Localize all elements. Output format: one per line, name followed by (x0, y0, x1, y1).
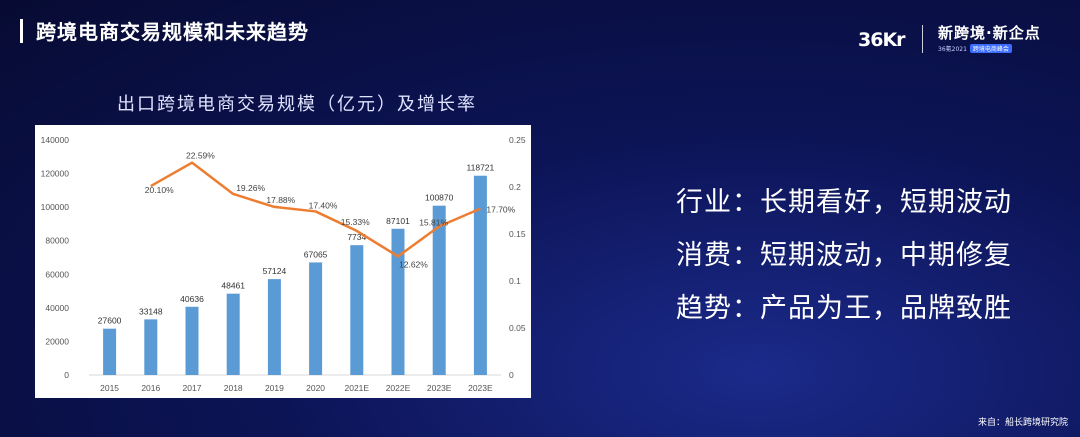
event-name: 新跨境·新企点 (938, 24, 1041, 42)
chart-title: 出口跨境电商交易规模（亿元）及增长率 (117, 94, 477, 115)
y-left-tick-label: 0 (64, 370, 69, 380)
bar (144, 319, 158, 375)
x-tick-label: 2020 (306, 383, 325, 393)
rate-value-label: 22.59% (186, 151, 215, 161)
y-left-tick-label: 120000 (41, 169, 70, 179)
bar-value-label: 48461 (221, 281, 245, 291)
y-right-tick-label: 0.25 (509, 135, 526, 145)
rate-value-label: 17.70% (486, 205, 515, 215)
x-tick-label: 2022E (386, 383, 411, 393)
rate-value-label: 19.26% (236, 183, 265, 193)
bar-value-label: 100870 (425, 193, 454, 203)
bar (185, 306, 199, 375)
bar-value-label: 118721 (467, 163, 495, 173)
logo-divider (922, 25, 923, 53)
event-sub-text: 36氪2021 (938, 46, 967, 53)
x-tick-label: 2019 (265, 383, 284, 393)
y-right-tick-label: 0.05 (509, 323, 526, 333)
bullet-list: 行业：长期看好，短期波动 消费：短期波动，中期修复 趋势：产品为王，品牌致胜 (676, 176, 1012, 335)
event-logo: 新跨境·新企点 36氪2021 跨境电商峰会 (938, 24, 1058, 53)
bar (103, 328, 117, 375)
event-subtitle: 36氪2021 跨境电商峰会 (938, 44, 1058, 53)
bar (432, 205, 446, 375)
y-right-tick-label: 0 (509, 370, 514, 380)
36kr-logo: 36Kr (858, 29, 906, 51)
x-tick-label: 2023E (427, 383, 452, 393)
bar (226, 293, 240, 375)
bar-value-label: 57124 (263, 266, 287, 276)
y-right-tick-label: 0.2 (509, 182, 521, 192)
x-tick-label: 2018 (224, 383, 243, 393)
title-accent-bar (20, 19, 23, 43)
y-left-tick-label: 100000 (41, 202, 70, 212)
bar-value-label: 40636 (180, 294, 204, 304)
growth-rate-line (150, 161, 481, 258)
y-left-tick-label: 140000 (41, 135, 70, 145)
source-note: 来自：船长跨境研究院 (977, 418, 1068, 428)
rate-value-label: 15.81% (419, 217, 448, 227)
bar (267, 279, 281, 375)
x-tick-label: 2017 (183, 383, 202, 393)
y-left-tick-label: 20000 (45, 336, 69, 346)
bar-value-label: 33148 (139, 306, 163, 316)
bar (391, 228, 405, 375)
x-tick-label: 2015 (100, 383, 119, 393)
y-left-tick-label: 60000 (45, 269, 69, 279)
bullet-industry: 行业：长期看好，短期波动 (676, 187, 1012, 218)
y-left-tick-label: 80000 (45, 236, 69, 246)
bar-value-label: 87101 (386, 216, 410, 226)
y-left-tick-label: 40000 (45, 303, 69, 313)
bar-value-label: 27600 (98, 316, 122, 326)
combo-chart: 0 20000 40000 60000 80000 100000 120000 140000 0… (41, 135, 526, 393)
rate-value-label: 17.40% (309, 200, 338, 210)
y-right-tick-label: 0.1 (509, 276, 521, 286)
x-tick-label: 2016 (141, 383, 160, 393)
bar (309, 262, 323, 375)
bar (350, 245, 364, 375)
bar-value-label: 7734 (347, 232, 366, 242)
x-tick-label: 2023E (468, 383, 493, 393)
x-tick-label: 2021E (345, 383, 370, 393)
rate-value-label: 17.88% (266, 195, 295, 205)
rate-value-label: 20.10% (145, 185, 174, 195)
event-badge: 跨境电商峰会 (969, 44, 1012, 53)
rate-value-label: 15.33% (341, 217, 370, 227)
bullet-consumption: 消费：短期波动，中期修复 (676, 240, 1012, 271)
bar-value-label: 67065 (304, 249, 328, 259)
bar (473, 175, 487, 375)
y-right-tick-label: 0.15 (509, 229, 526, 239)
slide-title: 跨境电商交易规模和未来趋势 (36, 20, 309, 44)
bullet-trend: 趋势：产品为王，品牌致胜 (676, 293, 1012, 324)
rate-value-label: 12.62% (399, 259, 428, 269)
chart-panel: 0 20000 40000 60000 80000 100000 120000 140000 0… (35, 125, 531, 398)
